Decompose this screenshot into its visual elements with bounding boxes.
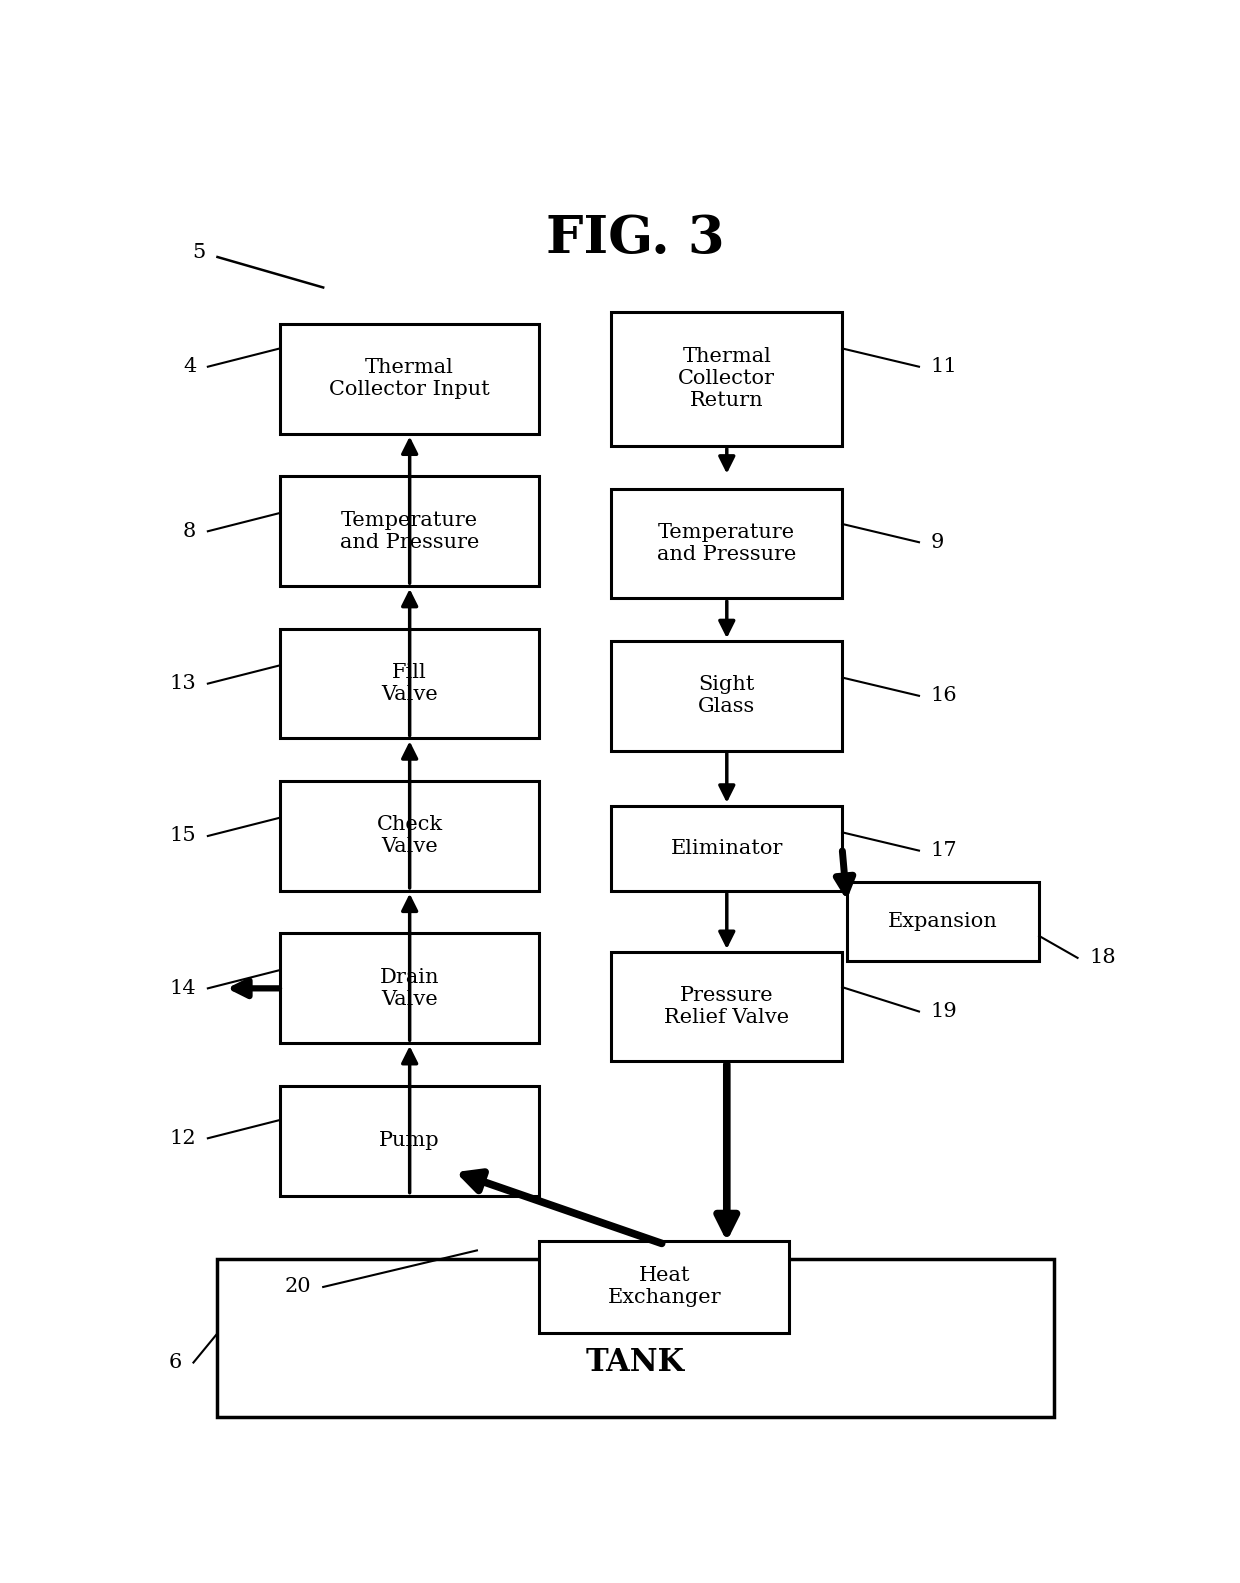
Text: 12: 12	[170, 1129, 196, 1148]
Text: Temperature
and Pressure: Temperature and Pressure	[340, 511, 480, 552]
Text: Temperature
and Pressure: Temperature and Pressure	[657, 522, 796, 564]
Text: 4: 4	[184, 358, 196, 377]
Text: 6: 6	[169, 1353, 182, 1372]
Bar	[280, 934, 539, 1043]
Bar	[611, 312, 842, 446]
Bar	[280, 780, 539, 891]
Bar	[280, 476, 539, 586]
Text: 18: 18	[1089, 948, 1116, 967]
Bar	[539, 1241, 790, 1333]
Text: Check
Valve: Check Valve	[377, 815, 443, 856]
Bar	[611, 489, 842, 598]
Text: 11: 11	[930, 358, 957, 377]
Text: FIG. 3: FIG. 3	[546, 214, 725, 264]
Text: 14: 14	[170, 978, 196, 997]
Text: 16: 16	[930, 687, 957, 706]
Bar	[280, 628, 539, 738]
Bar	[217, 1258, 1054, 1417]
Text: Heat
Exchanger: Heat Exchanger	[608, 1266, 722, 1308]
Text: Eliminator: Eliminator	[671, 839, 782, 858]
Bar	[611, 951, 842, 1062]
Text: Pump: Pump	[379, 1132, 440, 1151]
Text: Fill
Valve: Fill Valve	[381, 663, 438, 704]
Text: Pressure
Relief Valve: Pressure Relief Valve	[665, 986, 790, 1027]
Bar	[611, 806, 842, 891]
Text: Thermal
Collector
Return: Thermal Collector Return	[678, 347, 775, 410]
Bar	[847, 882, 1039, 961]
Text: 5: 5	[192, 242, 206, 261]
Text: Drain
Valve: Drain Valve	[379, 967, 439, 1008]
Text: Sight
Glass: Sight Glass	[698, 676, 755, 717]
Text: 9: 9	[930, 533, 944, 552]
Text: 15: 15	[170, 826, 196, 845]
Bar	[280, 1086, 539, 1195]
Text: 17: 17	[930, 841, 957, 860]
Text: 20: 20	[285, 1277, 311, 1296]
Text: 19: 19	[930, 1002, 957, 1021]
Text: 8: 8	[184, 522, 196, 541]
Text: Thermal
Collector Input: Thermal Collector Input	[330, 358, 490, 399]
Text: TANK: TANK	[587, 1347, 684, 1379]
Bar	[280, 325, 539, 434]
Text: Expansion: Expansion	[888, 912, 998, 931]
Bar	[611, 641, 842, 750]
Text: 13: 13	[170, 674, 196, 693]
